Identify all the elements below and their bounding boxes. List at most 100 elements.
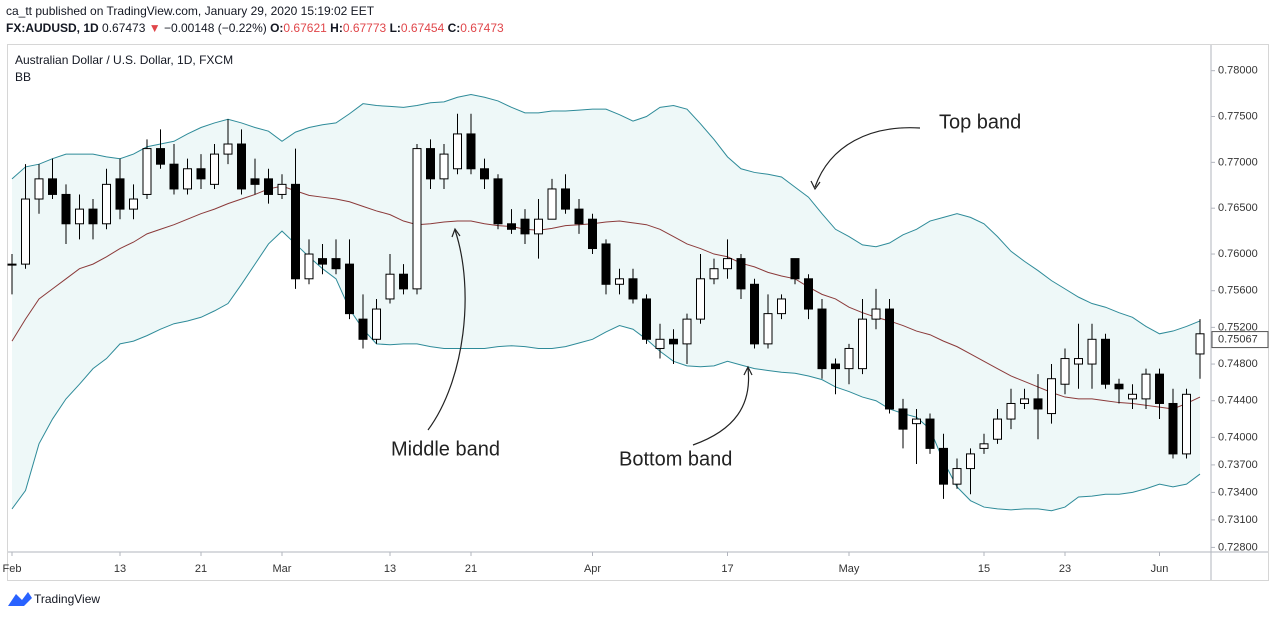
panel-border — [7, 44, 1269, 581]
c: 0.67473 — [460, 21, 504, 35]
candle-body — [574, 208, 584, 225]
candle-body — [142, 148, 152, 195]
y-tick-label: 0.76500 — [1218, 202, 1258, 214]
h: 0.67773 — [343, 21, 387, 35]
top-band-label: Top band — [939, 111, 1021, 133]
candle-body — [102, 183, 111, 225]
candle-body — [669, 338, 678, 345]
candle-body — [709, 268, 719, 280]
y-tick-label: 0.77500 — [1218, 110, 1258, 122]
candle-body — [750, 283, 759, 345]
candle-body — [993, 418, 1002, 440]
arrow: ▼ — [149, 21, 161, 35]
y-tick-label: 0.77000 — [1218, 156, 1258, 168]
band-line — [11, 230, 1201, 512]
candle-body — [264, 178, 273, 195]
candle-body — [1020, 398, 1029, 404]
candle-body — [763, 313, 773, 345]
candle-body — [804, 278, 813, 310]
candle-body — [1114, 383, 1124, 390]
candle-body — [21, 198, 30, 265]
y-tick-label: 0.72800 — [1218, 541, 1258, 553]
indicator: BB — [15, 70, 31, 84]
candle-body — [196, 168, 206, 180]
bottom-band-label: Bottom band — [619, 448, 732, 470]
candle-body — [979, 443, 989, 449]
candle-body — [345, 263, 354, 315]
candle-body — [1195, 333, 1205, 355]
candle-body — [61, 193, 71, 225]
candle-body — [75, 208, 84, 225]
plot — [7, 93, 1205, 512]
candle-body — [183, 168, 192, 190]
candle-body — [547, 188, 557, 220]
price: 0.67473 — [102, 21, 146, 35]
candle-body — [304, 253, 314, 280]
candle-body — [588, 218, 597, 250]
candle-body — [466, 133, 476, 170]
y-tick-label: 0.75200 — [1218, 321, 1258, 333]
candle-body — [642, 298, 651, 340]
change: −0.00148 (−0.22%) — [164, 21, 267, 35]
candle-body — [318, 258, 327, 265]
y-tick-label: 0.74800 — [1218, 358, 1258, 370]
arrowhead — [743, 365, 753, 376]
candle-body — [399, 273, 408, 290]
x-tick-label: May — [839, 563, 860, 575]
candle-body — [1006, 402, 1016, 420]
x-tick-label: Mar — [273, 563, 292, 575]
candle-body — [844, 347, 854, 370]
candle-body — [277, 183, 287, 195]
candle-body — [372, 308, 381, 340]
candle-body — [1155, 373, 1164, 404]
chart-title: Australian Dollar / U.S. Dollar, 1D, FXC… — [15, 53, 233, 67]
x-tick-label: Feb — [3, 563, 22, 575]
candle-body — [1060, 358, 1070, 385]
candle-body — [331, 258, 341, 270]
candle-body — [898, 408, 908, 430]
x-tick-label: 15 — [978, 563, 990, 575]
candle-body — [439, 153, 449, 180]
candle-body — [831, 363, 840, 370]
candle-body — [1047, 378, 1056, 415]
candle-body — [250, 178, 260, 185]
candle-body — [777, 298, 786, 315]
y-tick-label: 0.75600 — [1218, 285, 1258, 297]
candle-body — [885, 308, 894, 410]
candle-body — [1141, 373, 1151, 400]
candle-body — [453, 133, 462, 170]
candle-body — [34, 178, 44, 200]
arrowhead — [451, 227, 461, 238]
o-label: O: — [270, 21, 283, 35]
candle-body — [480, 168, 489, 180]
candle-body — [966, 453, 975, 470]
y-tick-label: 0.76000 — [1218, 248, 1258, 260]
last-price-box — [1211, 331, 1269, 349]
y-tick-label: 0.74000 — [1218, 431, 1258, 443]
candle-body — [871, 308, 881, 320]
candle-body — [1101, 338, 1110, 385]
l: 0.67454 — [401, 21, 445, 35]
candle-body — [1087, 338, 1097, 365]
candle-body — [507, 223, 516, 230]
symbol-line: FX:AUDUSD, 1D 0.67473 ▼ −0.00148 (−0.22%… — [6, 21, 504, 35]
candle-body — [723, 258, 732, 270]
candle-body — [1168, 402, 1178, 455]
candle-body — [210, 153, 219, 185]
y-tick-label: 0.73400 — [1218, 486, 1258, 498]
candle-body — [385, 273, 395, 300]
candle-body — [736, 258, 746, 290]
candle-body — [925, 418, 935, 449]
x-tick-label: 23 — [1059, 563, 1071, 575]
y-tick-label: 0.73700 — [1218, 459, 1258, 471]
x-tick-label: Jun — [1151, 563, 1169, 575]
x-tick-label: Apr — [584, 563, 601, 575]
candle-body — [129, 198, 138, 210]
candle-body — [952, 468, 962, 485]
candle-body — [7, 263, 17, 266]
arrowhead — [810, 180, 821, 191]
candle-body — [493, 178, 503, 225]
candle-body — [601, 243, 611, 285]
candle-body — [790, 258, 800, 280]
